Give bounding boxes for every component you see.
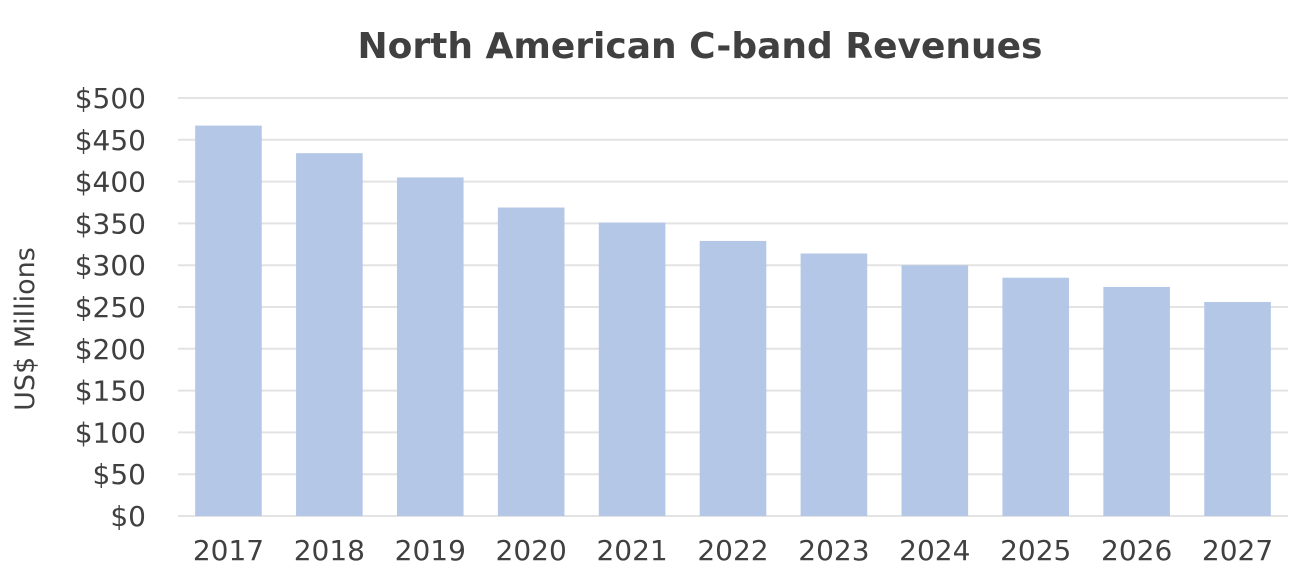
y-tick-label: $500 bbox=[75, 82, 146, 115]
bar-2017 bbox=[195, 125, 262, 516]
bar-2021 bbox=[598, 222, 666, 516]
x-tick-label: 2019 bbox=[395, 534, 466, 567]
y-axis-label: US$ Millions bbox=[10, 247, 41, 411]
y-tick-label: $400 bbox=[75, 166, 146, 199]
x-tick-label: 2022 bbox=[697, 534, 768, 567]
x-tick-label: 2017 bbox=[193, 534, 264, 567]
bar-2025 bbox=[1002, 277, 1070, 516]
bar-2022 bbox=[699, 240, 767, 516]
x-tick-label: 2027 bbox=[1202, 534, 1273, 567]
x-tick-label: 2024 bbox=[899, 534, 970, 567]
bar-2027 bbox=[1204, 301, 1271, 516]
chart-title: North American C-band Revenues bbox=[358, 26, 1043, 67]
x-tick-label: 2018 bbox=[294, 534, 365, 567]
bars bbox=[195, 125, 1271, 517]
x-tick-label: 2026 bbox=[1101, 534, 1172, 567]
y-tick-label: $150 bbox=[75, 375, 146, 408]
y-tick-label: $200 bbox=[75, 333, 146, 366]
bar-2023 bbox=[800, 253, 868, 516]
bar-2026 bbox=[1103, 286, 1170, 516]
y-tick-label: $100 bbox=[75, 416, 146, 449]
x-axis-ticks: 2017 2018 2019 2020 2021 2022 2023 2024 2025 2026… bbox=[193, 534, 1273, 567]
bar-2024 bbox=[901, 265, 969, 516]
x-tick-label: 2020 bbox=[496, 534, 567, 567]
y-tick-label: $250 bbox=[75, 291, 146, 324]
y-tick-label: $450 bbox=[75, 124, 146, 157]
bar-2018 bbox=[296, 153, 363, 516]
bar-2020 bbox=[497, 207, 565, 517]
y-tick-label: $0 bbox=[110, 500, 146, 533]
bar-2019 bbox=[396, 177, 464, 517]
y-axis-ticks: $0 $50 $100 $150 $200 $250 $300 $350 $400 $450 $50… bbox=[75, 82, 146, 533]
x-tick-label: 2023 bbox=[798, 534, 869, 567]
x-tick-label: 2025 bbox=[1000, 534, 1071, 567]
y-tick-label: $300 bbox=[75, 249, 146, 282]
y-tick-label: $50 bbox=[93, 458, 146, 491]
x-tick-label: 2021 bbox=[596, 534, 667, 567]
y-tick-label: $350 bbox=[75, 207, 146, 240]
